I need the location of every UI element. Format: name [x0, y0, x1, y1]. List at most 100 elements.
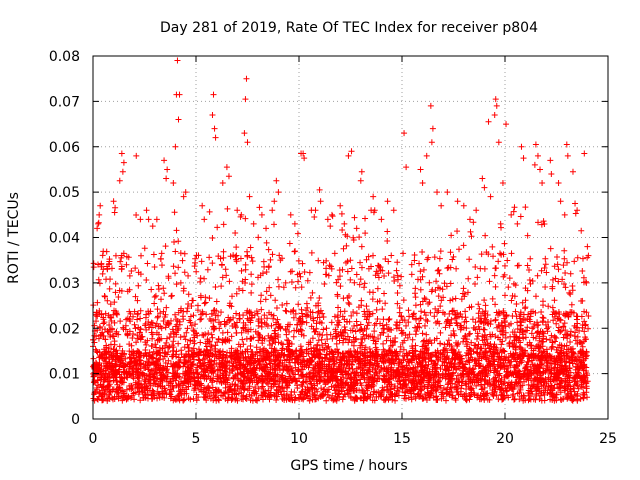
data-point — [180, 285, 187, 292]
data-point — [491, 272, 498, 279]
data-point — [138, 360, 145, 367]
data-point — [428, 139, 435, 146]
data-point — [369, 310, 376, 317]
data-point — [323, 344, 330, 351]
data-point — [233, 329, 240, 336]
data-point — [543, 362, 550, 369]
data-point — [406, 331, 413, 338]
data-point — [362, 230, 369, 237]
data-point — [574, 324, 581, 331]
data-point — [173, 281, 180, 288]
data-point — [527, 318, 534, 325]
data-point — [110, 346, 117, 353]
data-point — [512, 349, 519, 356]
data-point — [344, 375, 351, 382]
data-point — [296, 315, 303, 322]
data-point — [286, 373, 293, 380]
data-point — [523, 327, 530, 334]
data-point — [437, 303, 444, 310]
data-point — [418, 387, 425, 394]
data-point — [273, 321, 280, 328]
data-point — [222, 358, 229, 365]
data-point — [242, 215, 249, 222]
data-point — [220, 372, 227, 379]
data-point — [526, 339, 533, 346]
data-point — [321, 280, 328, 287]
data-point — [335, 317, 342, 324]
data-point — [351, 370, 358, 377]
data-point — [271, 345, 278, 352]
data-point — [385, 258, 392, 265]
data-point — [567, 309, 574, 316]
data-point — [129, 392, 136, 399]
data-point — [482, 366, 489, 373]
data-point — [181, 250, 188, 257]
data-point — [495, 383, 502, 390]
data-point — [562, 366, 569, 373]
data-point — [364, 322, 371, 329]
data-point — [348, 312, 355, 319]
data-point — [201, 361, 208, 368]
data-point — [147, 321, 154, 328]
data-point — [290, 307, 297, 314]
data-point — [283, 300, 290, 307]
data-point — [328, 265, 335, 272]
data-point — [563, 141, 570, 148]
data-point — [391, 360, 398, 367]
data-point — [553, 391, 560, 398]
data-point — [327, 263, 334, 270]
data-point — [506, 340, 513, 347]
data-point — [124, 331, 131, 338]
data-point — [239, 380, 246, 387]
data-point — [274, 387, 281, 394]
data-point — [168, 292, 175, 299]
data-point — [179, 257, 186, 264]
data-point — [244, 139, 251, 146]
data-point — [316, 295, 323, 302]
data-point — [517, 339, 524, 346]
data-point — [123, 386, 130, 393]
data-point — [299, 260, 306, 267]
data-point — [474, 345, 481, 352]
data-point — [498, 363, 505, 370]
data-point — [314, 342, 321, 349]
data-point — [112, 289, 119, 296]
data-point — [285, 337, 292, 344]
data-point — [527, 255, 534, 262]
data-point — [106, 321, 113, 328]
data-point — [241, 366, 248, 373]
data-point — [371, 397, 378, 404]
data-point — [365, 319, 372, 326]
data-point — [113, 310, 120, 317]
data-point — [197, 339, 204, 346]
data-point — [337, 202, 344, 209]
data-point — [200, 393, 207, 400]
data-point — [266, 309, 273, 316]
data-point — [307, 314, 314, 321]
data-point — [275, 383, 282, 390]
data-point — [538, 308, 545, 315]
data-point — [408, 396, 415, 403]
data-point — [469, 316, 476, 323]
data-point — [376, 368, 383, 375]
data-point — [162, 324, 169, 331]
data-point — [520, 334, 527, 341]
data-point — [477, 265, 484, 272]
data-point — [244, 315, 251, 322]
data-point — [460, 202, 467, 209]
data-point — [378, 364, 385, 371]
data-point — [436, 378, 443, 385]
data-point — [164, 363, 171, 370]
data-point — [114, 389, 121, 396]
data-point — [542, 261, 549, 268]
data-point — [364, 387, 371, 394]
data-point — [364, 354, 371, 361]
data-point — [160, 308, 167, 315]
data-point — [392, 321, 399, 328]
data-point — [584, 254, 591, 261]
data-point — [497, 220, 504, 227]
data-point — [193, 268, 200, 275]
data-point — [432, 305, 439, 312]
data-point — [411, 257, 418, 264]
data-point — [288, 365, 295, 372]
